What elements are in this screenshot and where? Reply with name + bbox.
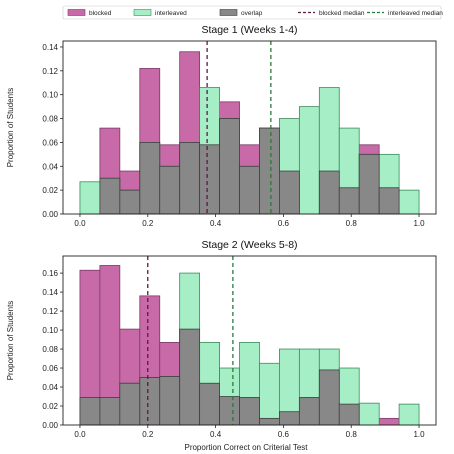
- overlap-bar: [279, 170, 300, 215]
- overlap-bar: [79, 397, 101, 426]
- legend-swatch-blocked: [67, 9, 86, 16]
- x-tick-label: 0.8: [346, 219, 358, 228]
- y-tick-label: 0.02: [42, 186, 58, 195]
- overlap-bar: [119, 189, 141, 215]
- chart-stage-1: Stage 1 (Weeks 1-4) 0.00 0.02 0.04 0.06 0.08 0…: [6, 24, 437, 228]
- x-tick-label: 0.0: [74, 430, 86, 439]
- y-tick-label: 0.04: [42, 162, 58, 171]
- interleaved-bar: [259, 362, 280, 426]
- overlap-bar: [219, 396, 240, 426]
- plot-area: [79, 256, 420, 426]
- overlap-bar: [159, 376, 181, 426]
- y-tick-label: 0.14: [42, 43, 58, 52]
- overlap-bar: [338, 403, 360, 426]
- interleaved-bar: [358, 402, 380, 426]
- legend-label-interleaved-median: interleaved median: [388, 10, 443, 17]
- chart-title: Stage 2 (Weeks 5-8): [201, 239, 297, 251]
- y-tick-label: 0.04: [42, 383, 58, 392]
- chart-stage-2: Stage 2 (Weeks 5-8) 0.00 0.02 0.04 0.06 0.08 0…: [6, 239, 437, 439]
- overlap-bar: [298, 397, 320, 426]
- overlap-bar: [239, 165, 260, 215]
- blocked-bar: [378, 417, 400, 426]
- plot-frame: [62, 255, 437, 426]
- legend-label-blocked-median: blocked median: [319, 10, 365, 17]
- overlap-bar: [318, 170, 340, 215]
- overlap-bar: [279, 411, 300, 426]
- y-tick-label: 0.02: [42, 402, 58, 411]
- y-tick-label: 0.16: [42, 269, 58, 278]
- interleaved-bar: [398, 189, 420, 215]
- x-tick-label: 0.0: [74, 219, 86, 228]
- overlap-bar: [159, 165, 181, 215]
- y-tick-label: 0.08: [42, 115, 58, 124]
- legend-label-blocked: blocked: [89, 10, 112, 17]
- x-tick-label: 0.8: [346, 430, 358, 439]
- legend-swatch-overlap: [219, 9, 238, 16]
- y-tick-label: 0.00: [42, 421, 58, 430]
- y-tick-label: 0.12: [42, 307, 58, 316]
- y-tick-label: 0.14: [42, 288, 58, 297]
- y-axis-label: Proportion of Students: [6, 88, 15, 168]
- overlap-bar: [179, 328, 201, 426]
- y-tick-label: 0.06: [42, 138, 58, 147]
- overlap-bar: [199, 144, 220, 215]
- legend-swatch-interleaved: [133, 9, 152, 16]
- overlap-bar: [179, 142, 201, 215]
- overlap-bar: [139, 142, 161, 215]
- x-tick-label: 0.2: [142, 219, 154, 228]
- y-tick-label: 0.06: [42, 364, 58, 373]
- interleaved-bar: [298, 106, 320, 215]
- legend-frame: [62, 5, 442, 20]
- overlap-bar: [199, 382, 220, 426]
- y-tick-label: 0.08: [42, 345, 58, 354]
- legend-label-interleaved: interleaved: [155, 10, 187, 17]
- legend: blocked interleaved overlap blocked median i…: [62, 5, 443, 20]
- y-tick-label: 0.00: [42, 210, 58, 219]
- x-tick-label: 1.0: [413, 219, 425, 228]
- x-tick-label: 0.6: [278, 430, 290, 439]
- overlap-bar: [378, 187, 400, 215]
- x-tick-label: 0.4: [210, 219, 222, 228]
- chart-title: Stage 1 (Weeks 1-4): [201, 24, 297, 36]
- overlap-bar: [219, 118, 240, 215]
- overlap-bar: [338, 187, 360, 215]
- y-tick-label: 0.10: [42, 326, 58, 335]
- interleaved-bar: [79, 181, 101, 215]
- overlap-bar: [318, 369, 340, 426]
- x-tick-label: 0.4: [210, 430, 222, 439]
- plot-frame: [62, 40, 437, 215]
- overlap-bar: [358, 153, 380, 215]
- overlap-bar: [259, 417, 280, 426]
- legend-label-overlap: overlap: [241, 10, 263, 17]
- y-tick-label: 0.12: [42, 67, 58, 76]
- overlap-bar: [99, 177, 121, 215]
- overlap-bar: [99, 397, 121, 426]
- x-tick-label: 1.0: [413, 430, 425, 439]
- x-axis-label: Proportion Correct on Criterial Test: [184, 443, 308, 452]
- overlap-bar: [239, 397, 260, 426]
- plot-area: [79, 41, 420, 215]
- y-axis-label: Proportion of Students: [6, 301, 15, 381]
- overlap-bar: [119, 382, 141, 426]
- overlap-bar: [139, 377, 161, 426]
- overlap-bar: [259, 127, 280, 215]
- x-tick-label: 0.6: [278, 219, 290, 228]
- y-tick-label: 0.10: [42, 91, 58, 100]
- interleaved-bar: [398, 403, 420, 426]
- x-tick-label: 0.2: [142, 430, 154, 439]
